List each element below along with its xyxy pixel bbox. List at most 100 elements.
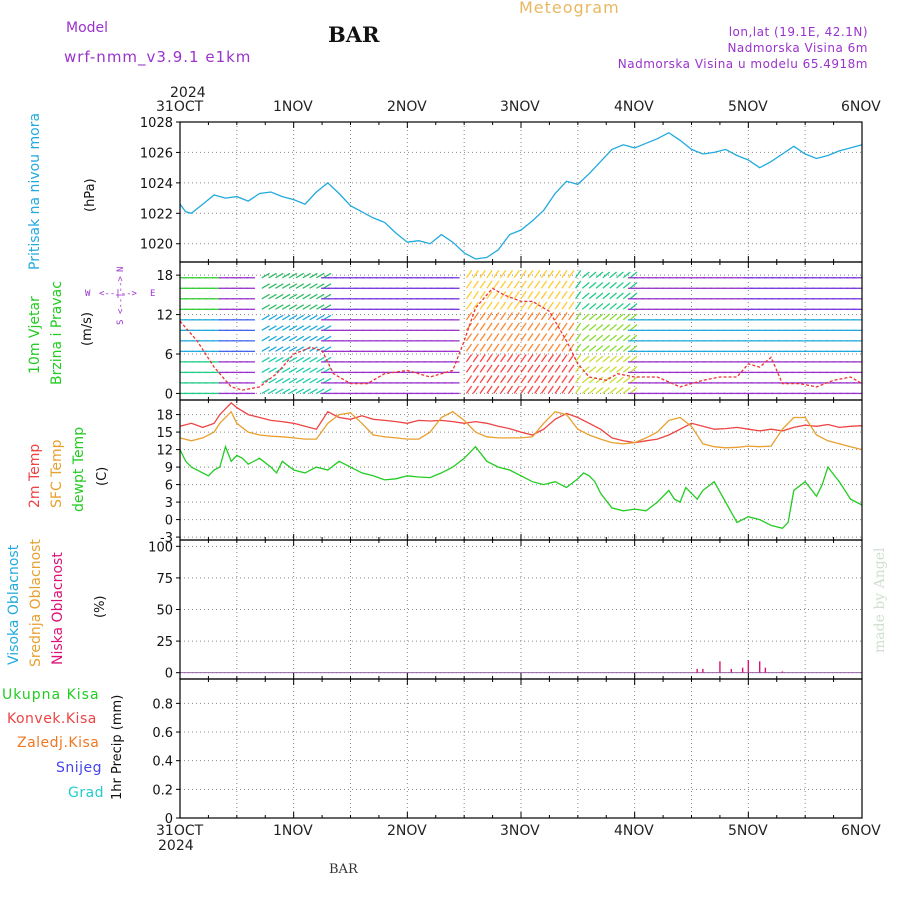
wind-arrow xyxy=(616,387,624,394)
wind-arrow xyxy=(472,270,479,279)
wind-arrow xyxy=(486,280,493,289)
wind-arrow xyxy=(616,271,624,279)
wind-compass-w: W xyxy=(85,289,91,299)
wind-arrow xyxy=(295,314,305,321)
wind-arrow xyxy=(309,346,318,352)
wind-arrow xyxy=(506,364,514,373)
wind-arrow xyxy=(316,377,325,384)
wind-arrow xyxy=(261,377,270,384)
wind-arrow xyxy=(281,356,291,363)
wind-arrow xyxy=(527,301,534,310)
wind-arrow xyxy=(493,364,500,373)
wind-arrow xyxy=(316,304,325,310)
model-name: wrf-nmm_v3.9.1 e1km xyxy=(64,48,252,66)
year-label-top: 2024 xyxy=(170,85,206,101)
wind-arrow xyxy=(602,345,611,352)
wind-arrow xyxy=(527,291,534,300)
wind-arrow xyxy=(261,283,270,289)
wind-arrow xyxy=(629,313,638,321)
wind-arrow xyxy=(581,376,590,384)
series-sfc-temp xyxy=(179,410,863,451)
wind-arrow xyxy=(520,312,527,321)
wind-arrow xyxy=(561,270,568,279)
wind-arrow xyxy=(513,375,520,384)
wind-arrow xyxy=(288,367,298,373)
wind-arrow xyxy=(622,355,631,363)
wind-arrow xyxy=(629,376,638,384)
wind-arrow xyxy=(595,292,604,300)
ytick-label-pressure-3: 1026 xyxy=(140,146,173,161)
wind-arrow xyxy=(281,293,291,300)
wind-arrow xyxy=(316,314,325,321)
date-bottom-0: 31OCT xyxy=(156,823,204,839)
wind-arrow xyxy=(479,280,486,289)
wind-arrow xyxy=(568,270,575,279)
wind-arrow xyxy=(281,388,291,394)
wind-arrow xyxy=(472,354,479,363)
wind-arrow xyxy=(309,356,318,363)
wind-arrow xyxy=(261,272,270,279)
wind-arrow xyxy=(540,385,548,394)
wind-arrow xyxy=(520,322,527,331)
wind-arrow xyxy=(479,301,486,310)
wind-arrow xyxy=(568,343,575,352)
wind-arrow xyxy=(500,312,507,321)
wind-arrow xyxy=(500,375,507,384)
wind-arrow xyxy=(575,385,582,394)
precip-unit: 1hr Precip (mm) xyxy=(110,694,125,800)
temp-label-sfc: SFC Temp xyxy=(49,439,65,508)
wind-arrow xyxy=(261,314,270,321)
wind-arrow xyxy=(527,333,534,342)
wind-arrow xyxy=(622,366,631,373)
wind-compass-n: N xyxy=(116,266,126,272)
wind-arrow xyxy=(302,335,311,342)
ytick-label-temp-1: 0 xyxy=(165,514,173,529)
series-10m-vjetar xyxy=(179,287,863,391)
wind-arrow xyxy=(302,293,311,300)
wind-arrow xyxy=(609,324,617,331)
wind-arrow xyxy=(500,385,507,394)
wind-arrow xyxy=(275,293,284,300)
wind-arrow xyxy=(465,375,473,384)
date-top-2: 2NOV xyxy=(387,99,427,115)
wind-unit: (m/s) xyxy=(80,312,95,346)
wind-arrow xyxy=(281,367,291,373)
wind-arrow xyxy=(554,280,561,289)
wind-arrow xyxy=(316,325,325,331)
wind-arrow xyxy=(261,293,270,300)
wind-arrow xyxy=(588,313,597,321)
wind-arrow xyxy=(602,387,611,394)
wind-arrow xyxy=(295,367,305,373)
wind-arrow xyxy=(472,364,479,373)
wind-arrow xyxy=(288,304,298,310)
wind-arrow xyxy=(520,385,527,394)
wind-arrow xyxy=(568,280,575,289)
wind-arrow xyxy=(595,282,604,289)
wind-arrow xyxy=(609,282,617,289)
wind-arrow xyxy=(465,322,473,331)
wind-arrow xyxy=(309,335,318,342)
wind-arrow xyxy=(581,345,590,352)
wind-arrow xyxy=(479,385,486,394)
date-top-6: 6NOV xyxy=(841,99,881,115)
wind-arrow xyxy=(302,356,311,363)
wind-arrow xyxy=(281,304,291,310)
wind-arrow xyxy=(295,293,305,300)
wind-arrow xyxy=(629,303,638,310)
wind-arrow xyxy=(316,388,325,394)
wind-arrow xyxy=(588,282,597,289)
wind-arrow xyxy=(465,333,473,342)
wind-arrow xyxy=(513,333,520,342)
wind-arrow xyxy=(322,367,332,373)
wind-arrow xyxy=(616,345,624,352)
wind-arrow xyxy=(506,312,514,321)
wind-arrow xyxy=(493,375,500,384)
wind-arrow xyxy=(316,346,325,352)
wind-arrow xyxy=(609,303,617,310)
wind-arrow xyxy=(568,333,575,342)
elevation-label: Nadmorska Visina 6m xyxy=(727,41,868,55)
wind-arrow xyxy=(275,356,284,363)
station-title: BAR xyxy=(328,22,380,47)
wind-arrow xyxy=(486,333,493,342)
wind-arrow xyxy=(520,354,527,363)
